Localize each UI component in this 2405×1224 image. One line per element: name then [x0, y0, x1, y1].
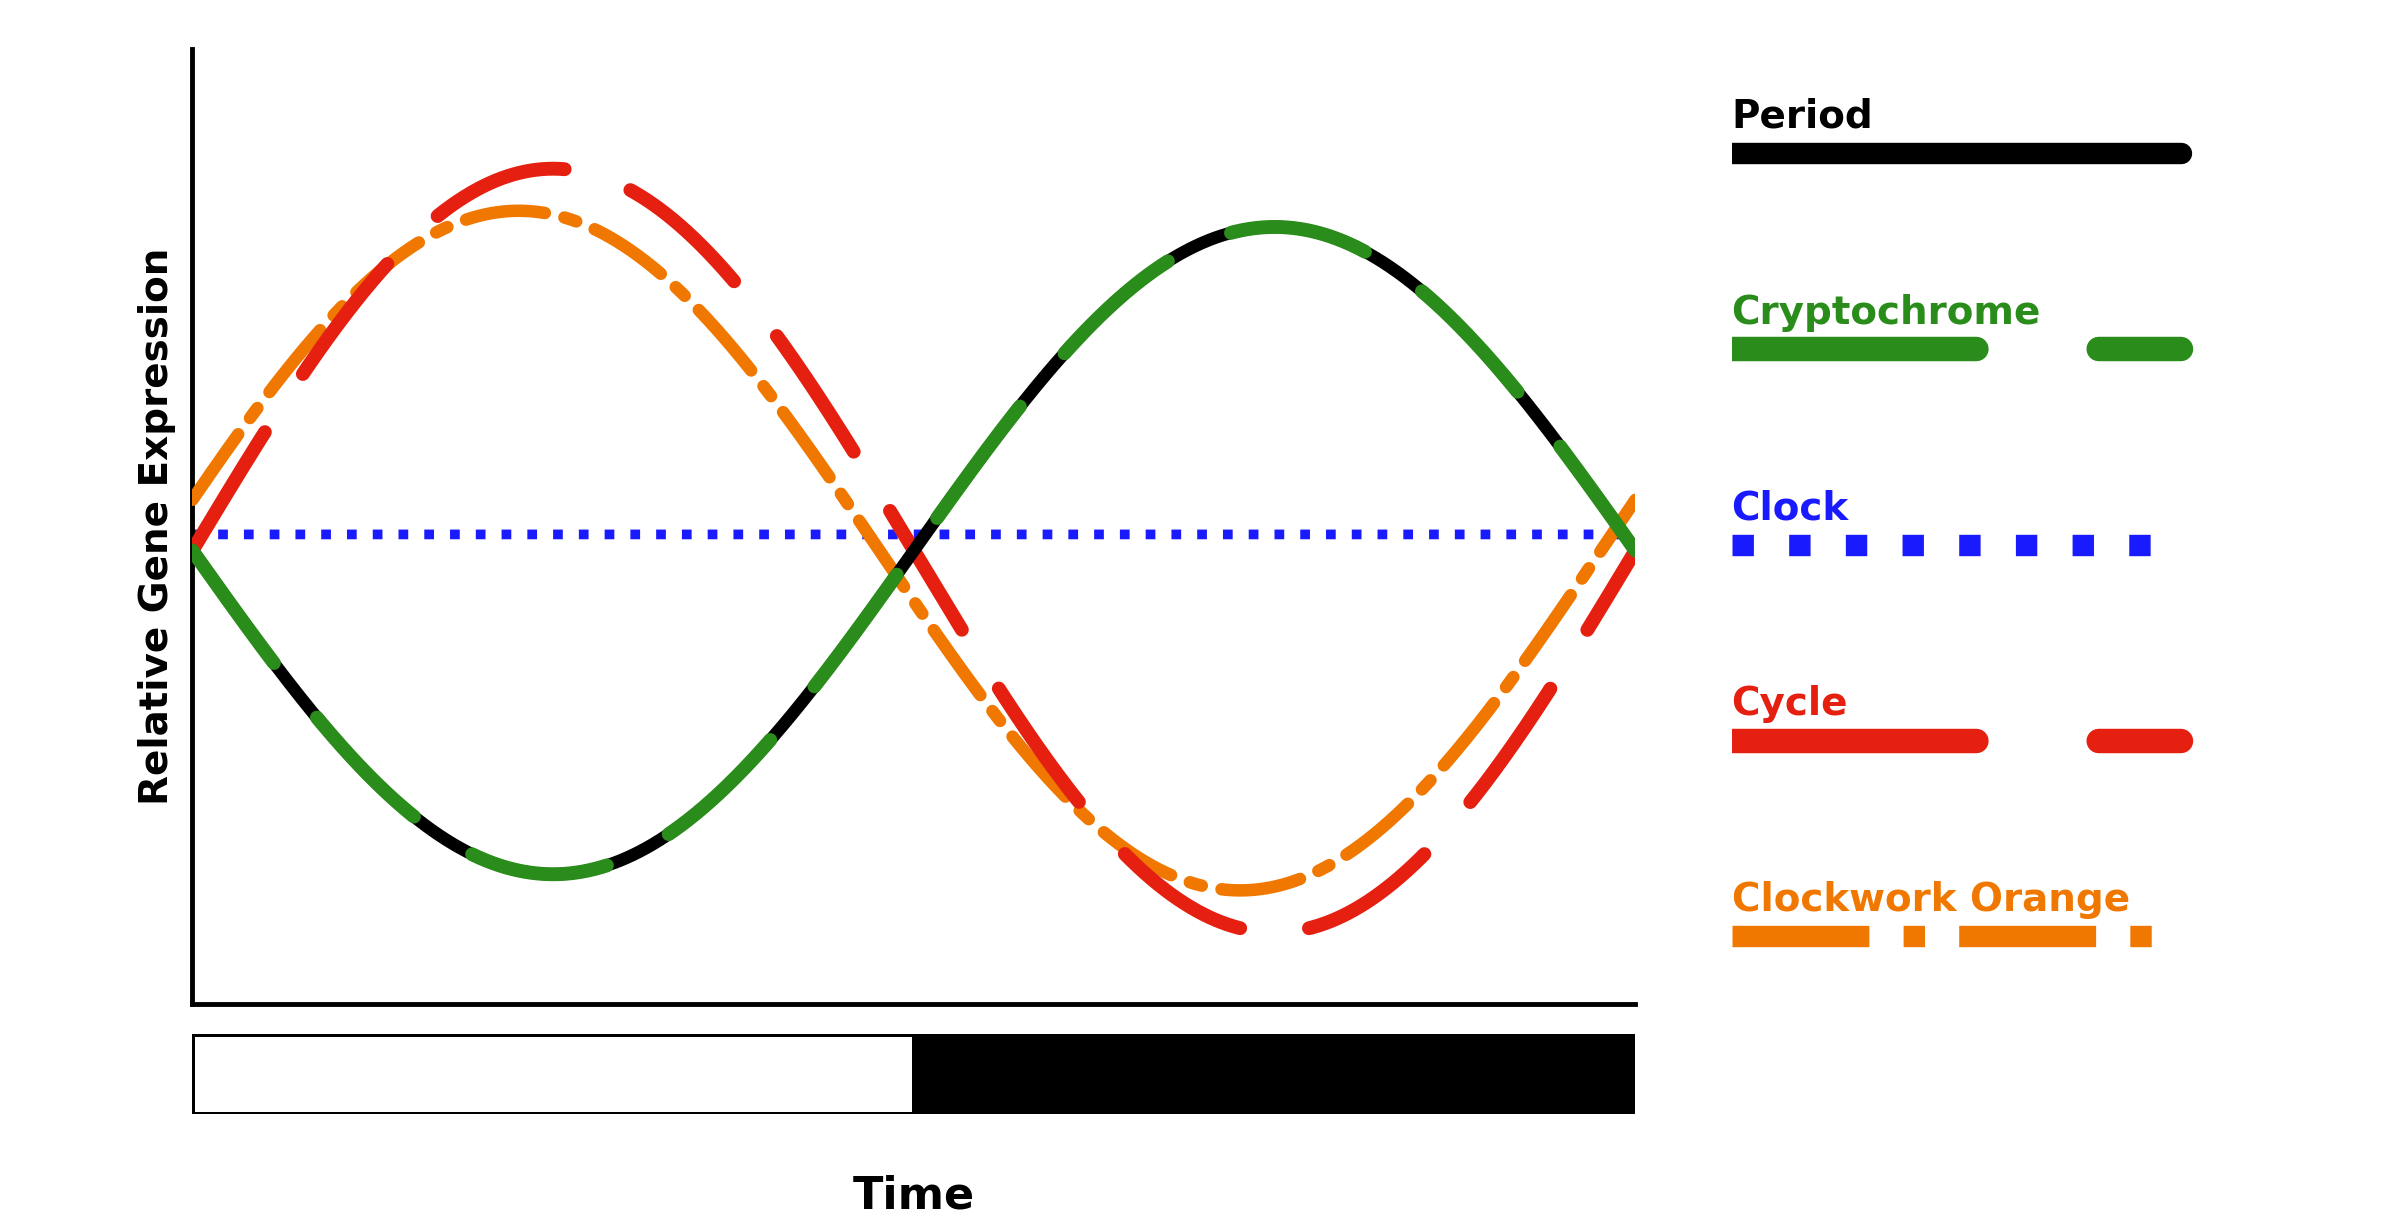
Text: Clockwork Orange: Clockwork Orange	[1732, 881, 2131, 919]
Y-axis label: Relative Gene Expression: Relative Gene Expression	[137, 247, 176, 805]
Bar	[914, 1034, 1635, 1114]
Bar	[192, 1034, 914, 1114]
Text: Time: Time	[854, 1175, 974, 1218]
Text: Cryptochrome: Cryptochrome	[1732, 294, 2042, 332]
Text: Cycle: Cycle	[1732, 685, 1847, 723]
Text: Clock: Clock	[1732, 490, 1849, 528]
Text: Period: Period	[1732, 98, 1873, 136]
